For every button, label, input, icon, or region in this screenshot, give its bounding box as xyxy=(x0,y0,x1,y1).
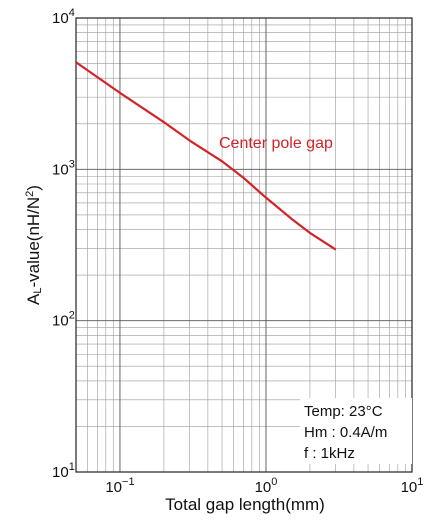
y-label-superscript: 2 xyxy=(24,191,36,197)
y-tick-label: 101 xyxy=(52,461,75,481)
condition-hm: Hm : 0.4A/m xyxy=(304,424,387,441)
conditions-box xyxy=(300,398,412,464)
y-label-suffix: ) xyxy=(24,185,43,191)
condition-freq: f : 1kHz xyxy=(304,445,355,462)
series-line-center-pole-gap xyxy=(75,61,337,251)
y-tick-label: 104 xyxy=(52,7,75,27)
condition-temp: Temp: 23°C xyxy=(304,403,383,420)
series-label: Center pole gap xyxy=(219,135,333,152)
y-axis-label: AL-value(nH/N2) xyxy=(24,185,44,305)
series-layer xyxy=(75,61,337,251)
x-tick-label: 10−1 xyxy=(105,476,134,496)
x-tick-labels: 10−1 100 101 xyxy=(105,476,423,496)
plot-frame xyxy=(75,17,413,473)
x-tick-label: 100 xyxy=(255,476,278,496)
y-tick-label: 102 xyxy=(52,310,75,330)
y-tick-label: 103 xyxy=(52,158,75,178)
y-label-middle: -value(nH/N xyxy=(24,197,43,288)
y-label-prefix: A xyxy=(24,293,43,305)
x-axis-label: Total gap length(mm) xyxy=(165,495,325,514)
y-tick-labels: 101 102 103 104 xyxy=(52,7,75,481)
y-label-subscript: L xyxy=(32,288,44,294)
x-tick-label: 101 xyxy=(401,476,424,496)
